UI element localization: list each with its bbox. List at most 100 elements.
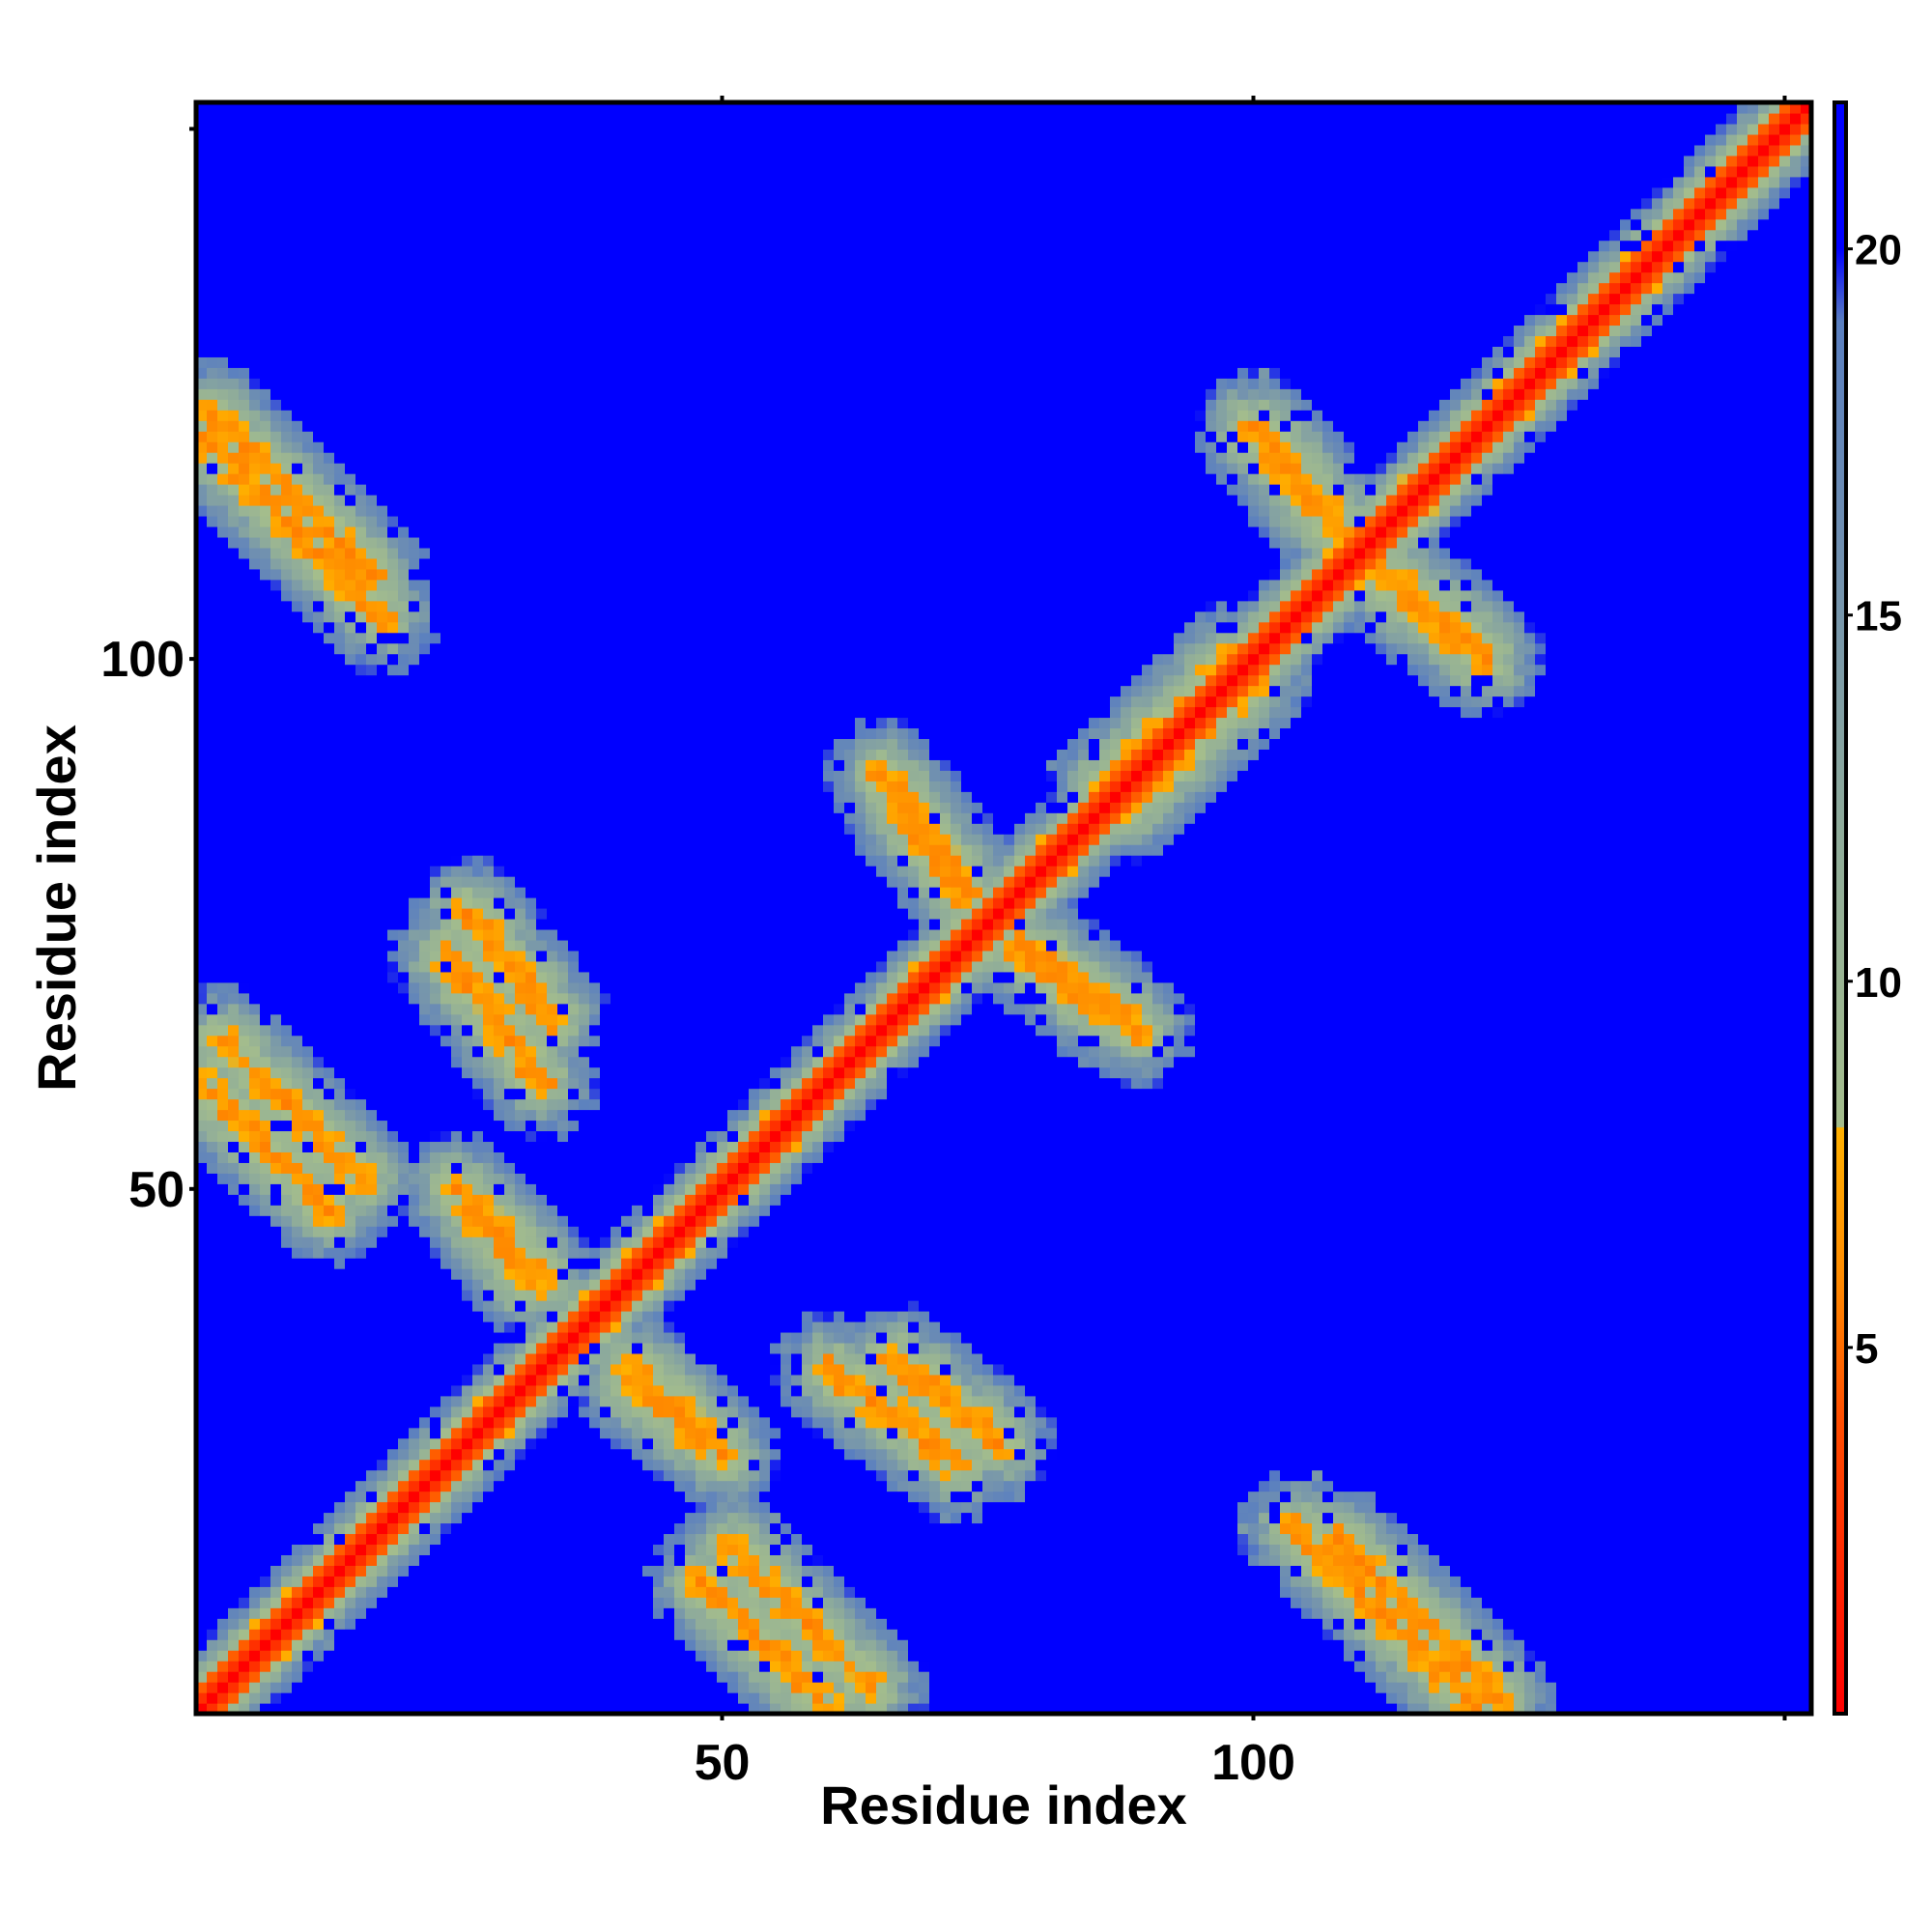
heatmap-cell [409,166,420,178]
heatmap-cell [345,1671,356,1683]
heatmap-cell [366,1597,378,1608]
heatmap-cell [504,1215,516,1227]
heatmap-cell [313,1300,325,1312]
heatmap-cell [462,601,473,612]
heatmap-cell [536,505,548,517]
heatmap-cell [292,410,303,421]
heatmap-cell [419,1565,431,1577]
heatmap-cell [260,1099,271,1111]
heatmap-cell [239,1130,250,1142]
heatmap-cell [515,1205,526,1216]
heatmap-cell [239,441,250,453]
heatmap-cell [494,686,505,697]
heatmap-cell [249,241,261,252]
heatmap-cell [387,1639,399,1651]
heatmap-cell [515,611,526,623]
heatmap-cell [249,738,261,750]
heatmap-cell [398,209,410,220]
heatmap-cell [515,770,526,781]
heatmap-cell [366,1576,378,1587]
heatmap-cell [292,1247,303,1259]
heatmap-cell [451,1046,463,1058]
heatmap-cell [430,1375,441,1386]
heatmap-cell [526,601,537,612]
heatmap-cell [366,611,378,623]
heatmap-cell [334,262,346,273]
heatmap-cell [440,262,452,273]
heatmap-cell [292,1046,303,1058]
heatmap-cell [313,1470,325,1482]
heatmap-cell [324,367,335,379]
heatmap-cell [260,791,271,803]
heatmap-cell [430,134,441,146]
heatmap-cell [324,1586,335,1598]
heatmap-cell [334,156,346,167]
heatmap-cell [324,696,335,708]
heatmap-cell [483,1183,495,1195]
heatmap-cell [260,1513,271,1524]
heatmap-cell [207,1481,218,1492]
heatmap-cell [366,452,378,464]
heatmap-cell [260,356,271,368]
heatmap-cell [462,1290,473,1301]
heatmap-cell [324,643,335,655]
heatmap-cell [366,1067,378,1079]
heatmap-cell [345,272,356,284]
heatmap-cell [472,399,484,411]
heatmap-cell [334,1194,346,1206]
heatmap-cell [526,1130,537,1142]
heatmap-cell [472,781,484,792]
heatmap-cell [228,1650,240,1662]
heatmap-cell [419,526,431,538]
heatmap-cell [292,1639,303,1651]
heatmap-cell [313,876,325,888]
heatmap-cell [366,484,378,496]
heatmap-cell [239,993,250,1005]
heatmap-cell [526,177,537,188]
heatmap-cell [334,1661,346,1672]
heatmap-cell [260,1300,271,1312]
heatmap-cell [281,441,293,453]
heatmap-cell [483,230,495,242]
heatmap-cell [483,940,495,952]
heatmap-cell [345,325,356,336]
heatmap-cell [260,887,271,898]
heatmap-cell [440,834,452,845]
heatmap-cell [249,134,261,146]
heatmap-cell [387,1014,399,1026]
heatmap-cell [440,325,452,336]
heatmap-cell [494,452,505,464]
heatmap-cell [355,537,367,549]
heatmap-cell [355,1618,367,1630]
heatmap-cell [377,537,388,549]
heatmap-cell [334,887,346,898]
heatmap-cell [504,356,516,368]
heatmap-cell [483,537,495,549]
heatmap-cell [387,1004,399,1015]
heatmap-cell [472,1671,484,1683]
heatmap-cell [409,388,420,400]
heatmap-cell [292,251,303,263]
heatmap-cell [302,1067,314,1079]
heatmap-cell [451,675,463,687]
heatmap-cell [536,1639,548,1651]
heatmap-cell [440,1130,452,1142]
heatmap-cell [409,1268,420,1280]
heatmap-cell [387,1396,399,1407]
heatmap-cell [419,951,431,962]
heatmap-cell [313,1438,325,1450]
heatmap-cell [494,1290,505,1301]
heatmap-cell [302,1639,314,1651]
heatmap-cell [355,781,367,792]
heatmap-cell [281,897,293,909]
heatmap-cell [345,1290,356,1301]
heatmap-cell [515,1110,526,1122]
heatmap-cell [472,940,484,952]
heatmap-cell [430,526,441,538]
heatmap-cell [409,1215,420,1227]
heatmap-cell [440,1692,452,1704]
heatmap-cell [504,1014,516,1026]
heatmap-cell [260,1173,271,1184]
heatmap-cell [536,1014,548,1026]
heatmap-cell [228,325,240,336]
